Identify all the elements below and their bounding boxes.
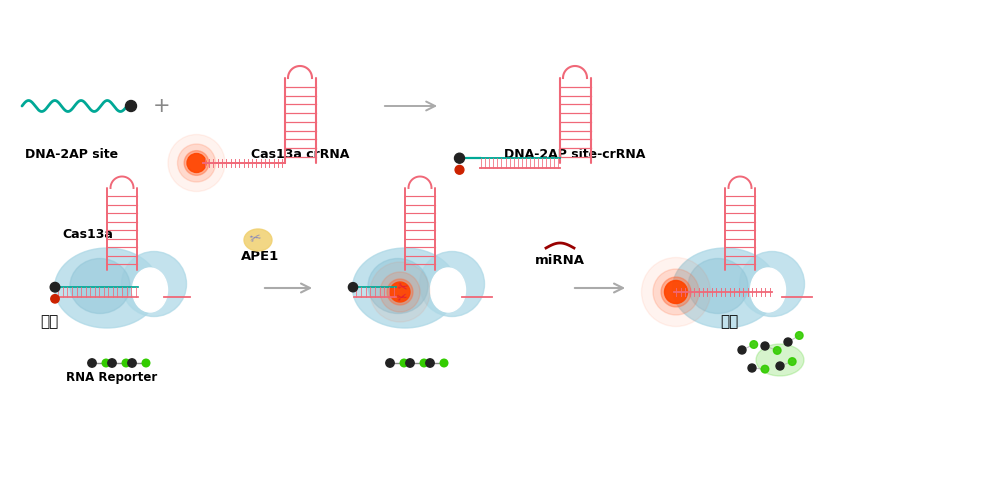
Text: 失活: 失活: [40, 314, 58, 329]
Circle shape: [454, 153, 464, 163]
Circle shape: [128, 359, 136, 367]
Text: Cas13a: Cas13a: [62, 228, 113, 241]
Circle shape: [390, 282, 410, 302]
Circle shape: [108, 359, 116, 367]
Circle shape: [750, 341, 758, 348]
Circle shape: [455, 165, 464, 174]
Text: RNA Reporter: RNA Reporter: [66, 371, 158, 384]
Circle shape: [420, 359, 428, 367]
Circle shape: [387, 279, 413, 305]
Circle shape: [748, 364, 756, 372]
Circle shape: [661, 277, 691, 307]
Text: ✂: ✂: [249, 231, 263, 247]
Circle shape: [50, 282, 60, 292]
Ellipse shape: [54, 248, 160, 328]
Text: ✂: ✂: [395, 281, 409, 295]
Circle shape: [642, 258, 710, 326]
Circle shape: [773, 347, 781, 354]
Circle shape: [788, 358, 796, 365]
Text: +: +: [153, 96, 171, 116]
Circle shape: [187, 153, 206, 173]
Text: APE1: APE1: [241, 250, 279, 263]
Ellipse shape: [430, 268, 466, 312]
Ellipse shape: [672, 248, 778, 328]
Circle shape: [653, 269, 699, 315]
Text: DNA-2AP site: DNA-2AP site: [25, 148, 119, 161]
Ellipse shape: [419, 251, 484, 316]
Circle shape: [761, 342, 769, 350]
Circle shape: [738, 346, 746, 354]
Circle shape: [122, 359, 130, 367]
Circle shape: [406, 359, 414, 367]
Circle shape: [348, 282, 358, 292]
Circle shape: [386, 359, 394, 367]
Ellipse shape: [740, 251, 804, 316]
Circle shape: [142, 359, 150, 367]
Circle shape: [440, 359, 448, 367]
Circle shape: [795, 332, 803, 339]
Circle shape: [178, 144, 216, 182]
Ellipse shape: [244, 229, 272, 251]
Ellipse shape: [750, 268, 786, 312]
Ellipse shape: [122, 251, 186, 316]
Circle shape: [776, 362, 784, 370]
Circle shape: [370, 262, 430, 322]
Circle shape: [664, 281, 688, 304]
Ellipse shape: [368, 259, 428, 314]
Circle shape: [761, 365, 769, 373]
Text: Cas13a crRNA: Cas13a crRNA: [251, 148, 349, 161]
Circle shape: [380, 272, 420, 312]
Ellipse shape: [70, 259, 130, 314]
Circle shape: [784, 338, 792, 346]
Circle shape: [126, 100, 136, 111]
Circle shape: [426, 359, 434, 367]
Circle shape: [51, 294, 59, 303]
Circle shape: [184, 151, 209, 175]
Ellipse shape: [352, 248, 458, 328]
Circle shape: [400, 359, 408, 367]
Ellipse shape: [132, 268, 168, 312]
Text: miRNA: miRNA: [535, 254, 585, 267]
Circle shape: [88, 359, 96, 367]
Circle shape: [102, 359, 110, 367]
Circle shape: [168, 134, 225, 192]
Ellipse shape: [756, 344, 804, 376]
Ellipse shape: [688, 259, 748, 314]
Text: 激活: 激活: [720, 314, 738, 329]
Text: DNA-2AP site-crRNA: DNA-2AP site-crRNA: [504, 148, 646, 161]
Text: ✂: ✂: [395, 290, 409, 305]
